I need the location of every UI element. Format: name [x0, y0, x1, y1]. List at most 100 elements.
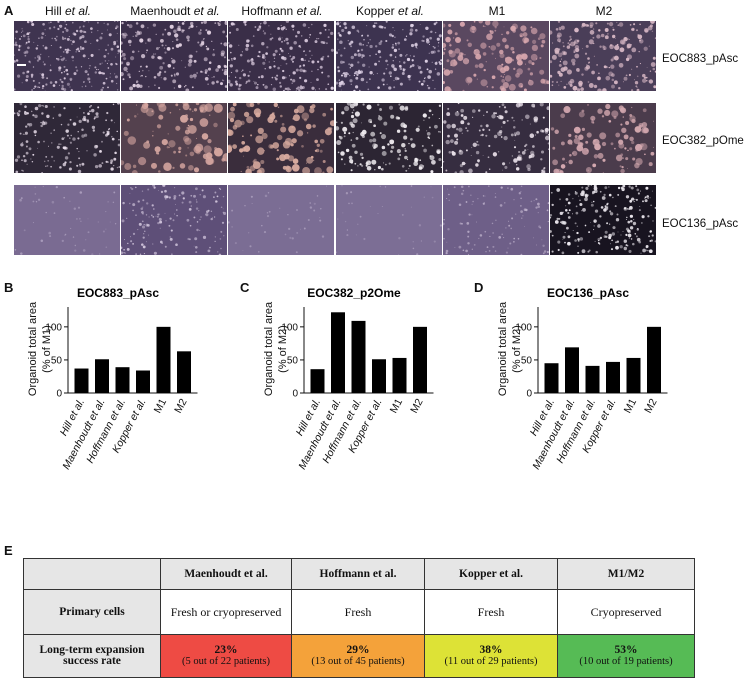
header-m1m2: M1/M2 — [557, 558, 695, 590]
bar — [647, 326, 661, 393]
success-pct: 23% — [214, 644, 238, 656]
cell-primary-hoffmann: Fresh — [291, 589, 425, 635]
micrograph-image — [228, 21, 334, 91]
y-tick-label: 0 — [526, 389, 532, 400]
bar — [372, 359, 386, 393]
micrograph-image — [443, 103, 549, 173]
panel-letter-e: E — [4, 543, 13, 558]
bar — [544, 363, 559, 393]
micrograph-image — [14, 21, 120, 91]
bar — [351, 320, 366, 393]
chart-eoc136: EOC136_pAsc Organoid total area (% of M2) 0… — [470, 280, 710, 545]
cell-primary-kopper: Fresh — [424, 589, 558, 635]
x-tick-label: M2 — [172, 397, 190, 416]
panel-letter-d: D — [474, 280, 484, 295]
micrograph-image — [550, 21, 656, 91]
bar — [156, 326, 171, 393]
micrograph-image — [228, 185, 334, 255]
bar — [413, 326, 427, 393]
panel-letter-c: C — [240, 280, 250, 295]
success-pct: 29% — [346, 644, 370, 656]
chart-title: EOC382_p2Ome — [307, 286, 401, 300]
y-axis-label: Organoid total area — [27, 301, 39, 396]
y-tick-label: 100 — [281, 322, 298, 333]
y-tick-label: 100 — [515, 322, 532, 333]
x-tick-label: M1 — [152, 397, 170, 416]
header-hoffmann: Hoffmann et al. — [291, 558, 425, 590]
bar — [331, 312, 345, 393]
cell-success-maenhoudt: 23% (5 out of 22 patients) — [160, 634, 292, 678]
cell-primary-m1m2: Cryopreserved — [557, 589, 695, 635]
row-label-eoc382: EOC382_pOme — [662, 135, 744, 147]
micrograph-image — [550, 185, 656, 255]
bar — [95, 359, 109, 393]
chart-eoc382: EOC382_p2Ome Organoid total area (% of M2)… — [236, 280, 476, 545]
bar — [74, 368, 89, 393]
scale-bar — [17, 64, 26, 66]
micrograph-image — [121, 21, 227, 91]
micrograph-image — [443, 21, 549, 91]
x-tick-label: M2 — [408, 397, 426, 416]
success-pct: 53% — [614, 644, 638, 656]
micrograph-image — [121, 185, 227, 255]
bar — [392, 357, 407, 393]
column-header-kopper: Kopper et al. — [355, 4, 425, 18]
panel-letter-a: A — [4, 3, 14, 18]
column-header-maenhoudt: Maenhoudt et al. — [130, 4, 220, 18]
x-tick-label: M1 — [388, 397, 406, 416]
micrograph-image — [121, 103, 227, 173]
micrograph-image — [336, 185, 442, 255]
y-axis-label: Organoid total area — [497, 301, 509, 396]
column-header-m1: M1 — [488, 4, 506, 18]
y-tick-label: 0 — [292, 389, 298, 400]
micrograph-image — [228, 103, 334, 173]
chart-eoc883: EOC883_pAsc Organoid total area (% of M1) 0… — [0, 280, 240, 545]
row-label-eoc883: EOC883_pAsc — [662, 53, 739, 65]
x-tick-label: M2 — [642, 397, 660, 416]
chart-title: EOC883_pAsc — [77, 286, 159, 300]
micrograph-image — [550, 103, 656, 173]
micrograph-image — [14, 185, 120, 255]
micrograph-image — [336, 21, 442, 91]
cell-primary-maenhoudt: Fresh or cryopreserved — [160, 589, 292, 635]
cell-success-m1m2: 53% (10 out of 19 patients) — [557, 634, 695, 678]
y-tick-label: 50 — [51, 355, 63, 366]
bar — [626, 357, 641, 393]
y-tick-label: 50 — [287, 355, 299, 366]
micrograph-image — [14, 103, 120, 173]
success-detail: (13 out of 45 patients) — [311, 656, 405, 667]
column-header-hill: Hill et al. — [44, 4, 91, 18]
column-header-hoffmann: Hoffmann et al. — [241, 4, 323, 18]
bar — [136, 370, 150, 393]
y-axis-label: Organoid total area — [263, 301, 275, 396]
chart-title: EOC136_pAsc — [547, 286, 629, 300]
bar — [310, 369, 325, 393]
bar — [115, 367, 130, 393]
micrograph-image — [336, 103, 442, 173]
success-detail: (10 out of 19 patients) — [579, 656, 673, 667]
bar — [565, 347, 579, 393]
y-axis-label-unit: (% of M2) — [511, 325, 523, 373]
x-tick-label: M1 — [622, 397, 640, 416]
row-label-primary-cells: Primary cells — [23, 589, 161, 635]
success-detail: (5 out of 22 patients) — [181, 656, 271, 667]
y-axis-label-unit: (% of M2) — [277, 325, 289, 373]
header-kopper: Kopper et al. — [424, 558, 558, 590]
bar — [177, 351, 191, 393]
panel-letter-b: B — [4, 280, 14, 295]
header-maenhoudt: Maenhoudt et al. — [160, 558, 292, 590]
y-tick-label: 100 — [45, 322, 62, 333]
success-pct: 38% — [479, 644, 503, 656]
y-axis-label-unit: (% of M1) — [41, 325, 53, 373]
row-label-success-rate: Long-term expansion success rate — [23, 634, 161, 678]
bar — [606, 361, 620, 393]
column-header-m2: M2 — [595, 4, 613, 18]
row-label-eoc136: EOC136_pAsc — [662, 218, 739, 230]
bar — [585, 365, 600, 393]
micrograph-image — [443, 185, 549, 255]
y-tick-label: 0 — [56, 389, 62, 400]
table-corner — [23, 558, 161, 590]
cell-success-kopper: 38% (11 out of 29 patients) — [424, 634, 558, 678]
success-rate-table: Maenhoudt et al. Hoffmann et al. Kopper … — [23, 558, 695, 678]
y-tick-label: 50 — [521, 355, 533, 366]
